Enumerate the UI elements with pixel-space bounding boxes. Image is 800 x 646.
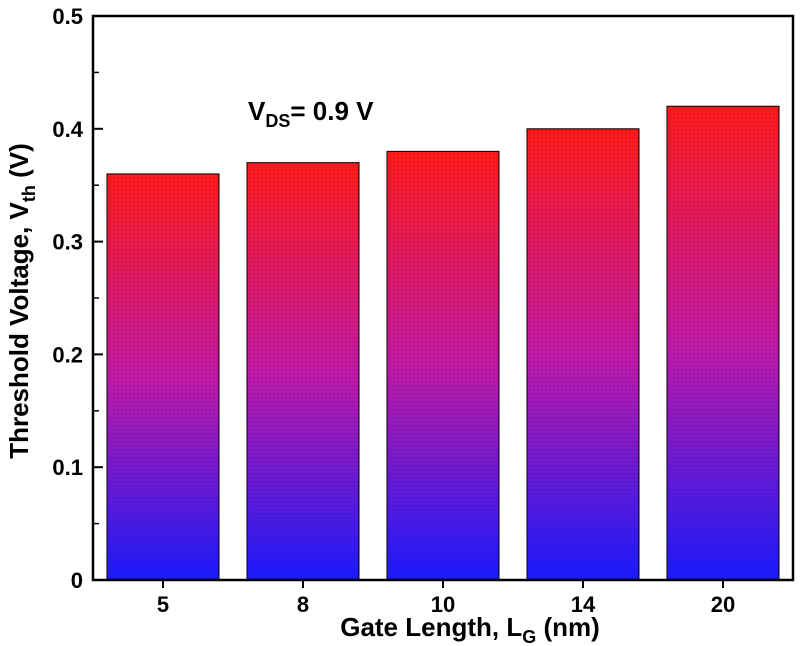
annotation-sub: DS [265, 111, 290, 131]
bar-texture-14 [527, 128, 639, 581]
x-axis-title-main: Gate Length, L [340, 612, 522, 642]
x-tick-label-20: 20 [711, 592, 735, 617]
y-axis-title-sub: th [19, 185, 39, 202]
bar-10 [386, 150, 500, 581]
annotation-main: V [248, 96, 266, 126]
x-tick-label-8: 8 [297, 592, 309, 617]
bar-texture-8 [247, 162, 359, 580]
bar-texture-20 [667, 106, 779, 581]
annotation-tail: = 0.9 V [290, 96, 374, 126]
bar-20 [666, 105, 780, 581]
y-axis-title-tail: (V) [4, 143, 34, 185]
vds-annotation: VDS= 0.9 V [248, 96, 374, 131]
plot-frame [91, 14, 795, 582]
bars-layer [106, 105, 780, 581]
x-tick-label-14: 14 [571, 592, 596, 617]
bar-14 [526, 128, 640, 581]
x-axis-ticks: 5 8 10 14 20 [157, 580, 735, 617]
y-tick-label-0.1: 0.1 [52, 455, 83, 480]
bar-5 [106, 173, 220, 581]
x-tick-label-10: 10 [431, 592, 455, 617]
y-tick-label-0.2: 0.2 [52, 342, 83, 367]
bar-texture-10 [387, 151, 499, 581]
x-axis-title-tail: (nm) [536, 612, 600, 642]
y-tick-label-0: 0 [71, 568, 83, 593]
y-tick-label-0.3: 0.3 [52, 230, 83, 255]
y-axis-title: Threshold Voltage, Vth (V) [4, 143, 39, 459]
y-tick-label-0.5: 0.5 [52, 4, 83, 29]
x-tick-label-5: 5 [157, 592, 169, 617]
y-tick-label-0.4: 0.4 [52, 117, 83, 142]
y-axis-title-main: Threshold Voltage, V [4, 201, 34, 458]
x-axis-title-sub: G [522, 627, 536, 646]
x-axis-title: Gate Length, LG (nm) [340, 612, 600, 646]
bar-8 [246, 162, 360, 581]
y-axis-ticks: 0 0.1 0.2 0.3 0.4 0.5 [52, 4, 103, 593]
bar-texture-5 [107, 173, 219, 581]
